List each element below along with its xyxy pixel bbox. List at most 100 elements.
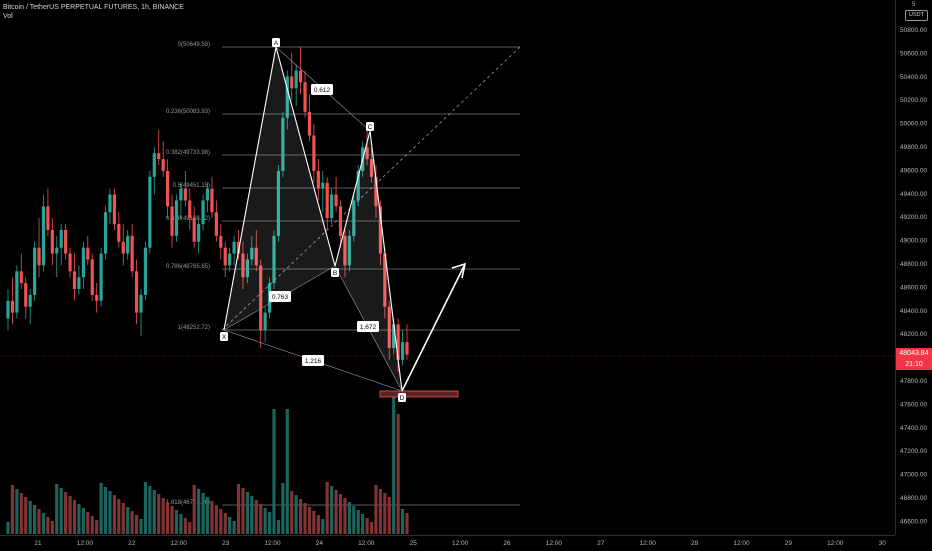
candle-body [316, 170, 320, 189]
candle-body [343, 235, 347, 266]
time-tick-label: 12:00 [77, 540, 94, 547]
ratio-xb-label-box [269, 291, 291, 302]
time-tick-label: 12:00 [358, 540, 375, 547]
volume-bar [290, 491, 294, 534]
volume-bar [245, 492, 249, 534]
volume-bar [352, 506, 356, 534]
candle-body [352, 200, 356, 236]
candle-body [112, 194, 116, 225]
candle-body [338, 206, 343, 236]
time-tick-label: 12:00 [171, 540, 188, 547]
price-tick-label: 48200.00 [900, 331, 927, 338]
candle-body [134, 271, 139, 313]
volume-bars [6, 394, 409, 534]
fib-level-label: 0.618(49168.32) [166, 216, 210, 222]
candle-body [6, 300, 10, 319]
volume-bar [236, 484, 241, 534]
volume-bar [250, 496, 254, 534]
candle-body [276, 170, 281, 236]
candle-body [59, 229, 63, 248]
volume-bar [369, 522, 374, 534]
volume-bar [361, 514, 365, 534]
ratio-xd-label: 1.216 [305, 358, 322, 365]
volume-bar [267, 512, 272, 534]
volume-bar [316, 515, 320, 534]
time-tick-label: 12:00 [733, 540, 750, 547]
volume-bar [383, 493, 387, 534]
fib-level-label: 1(48252.72) [178, 325, 210, 331]
candle-body [103, 212, 108, 254]
candle-body [369, 159, 374, 177]
candle-body [303, 82, 307, 112]
candle-body [307, 111, 312, 136]
pattern-point-label: X [222, 334, 227, 341]
price-tick-label: 47400.00 [900, 425, 927, 432]
candle-body [179, 188, 183, 201]
candle-body [130, 235, 134, 272]
time-tick-label: 28 [691, 540, 699, 547]
candle-body [41, 206, 46, 266]
volume-bar [134, 515, 139, 534]
price-tick-label: 50000.00 [900, 121, 927, 128]
candle-body [50, 229, 54, 254]
candle-body [378, 206, 382, 254]
price-tick-label: 46800.00 [900, 495, 927, 502]
candle-body [28, 294, 32, 307]
volume-bar [72, 500, 77, 534]
volume-legend[interactable]: Vol [3, 13, 13, 20]
candle-body [374, 176, 378, 207]
ratio-bd-label-box [357, 321, 379, 332]
candle-body [205, 188, 210, 201]
candle-body [37, 247, 41, 266]
candle-body [10, 300, 15, 313]
volume-bar [347, 502, 351, 534]
candle-body [15, 271, 19, 313]
price-tick-label: 47600.00 [900, 401, 927, 408]
symbol-legend[interactable]: Bitcoin / TetherUS PERPETUAL FUTURES, 1h… [3, 4, 184, 11]
volume-bar [86, 512, 90, 534]
currency-badge[interactable]: USDT [905, 10, 928, 21]
candle-body [223, 247, 227, 266]
volume-bar [241, 488, 245, 534]
candle-body [321, 182, 325, 189]
projection-arrow-line [401, 265, 465, 392]
projection-arrow-head [451, 262, 467, 279]
volume-bar [228, 517, 232, 534]
candle-body [214, 212, 218, 236]
fib-retracement-tool: 0(50649.59) 0.236(50083.93) 0.382(49733.98… [166, 42, 521, 506]
volume-bar [6, 522, 10, 534]
volume-bar [312, 511, 316, 534]
pattern-point-badge [331, 268, 339, 277]
candle-body [294, 70, 298, 89]
candle-body [312, 135, 316, 171]
candle-body [330, 194, 334, 219]
volume-bar [24, 497, 28, 534]
candlesticks [6, 46, 409, 372]
price-tick-label: 49400.00 [900, 191, 927, 198]
pattern-point-badge [398, 393, 406, 402]
volume-bar [126, 507, 130, 534]
pattern-point-label: D [400, 395, 405, 402]
time-tick-label: 21 [34, 540, 42, 547]
candle-body [148, 176, 152, 248]
volume-bar [179, 514, 183, 534]
volume-bar [183, 518, 187, 534]
ratio-ac-label-box [311, 84, 333, 95]
candle-body [396, 324, 400, 360]
volume-bar [50, 521, 54, 534]
volume-bar [374, 485, 378, 534]
volume-bar [219, 509, 223, 534]
volume-bar [19, 493, 23, 534]
candle-body [77, 277, 81, 289]
volume-bar [68, 496, 72, 534]
price-tick-label: 49800.00 [900, 144, 927, 151]
time-tick-label: 29 [785, 540, 793, 547]
price-axis[interactable] [895, 0, 932, 535]
volume-bar [197, 489, 201, 534]
time-axis[interactable] [0, 535, 895, 551]
volume-bar [276, 520, 281, 534]
volume-bar [400, 509, 405, 534]
volume-bar [28, 501, 32, 534]
